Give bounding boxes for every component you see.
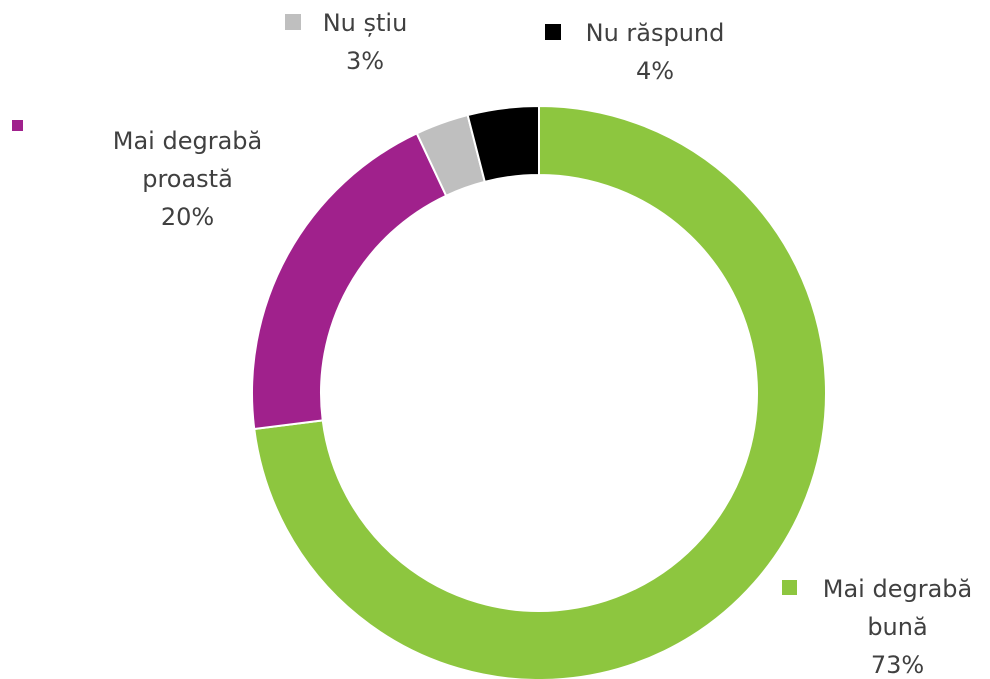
value-label: 4%	[635, 57, 675, 85]
category-name: Mai degrabă bună	[822, 575, 973, 641]
value-label: 3%	[345, 47, 385, 75]
category-name: Nu răspund	[585, 19, 725, 47]
donut-segment	[251, 131, 448, 431]
legend-marker	[285, 14, 301, 30]
legend-marker	[782, 580, 797, 595]
value-label: 73%	[870, 651, 925, 679]
category-name: Mai degrabă proastă	[112, 127, 263, 193]
data-label: Mai degrabă bună 73%	[800, 570, 990, 679]
donut-segment	[466, 104, 540, 184]
data-label: Nu răspund 4%	[565, 14, 745, 90]
legend-marker	[545, 24, 561, 40]
legend-marker	[12, 120, 23, 131]
data-label: Nu știu 3%	[305, 4, 425, 80]
value-label: 20%	[160, 203, 215, 231]
category-name: Nu știu	[322, 9, 408, 37]
data-label: Mai degrabă proastă 20%	[95, 122, 280, 236]
donut-segment	[253, 104, 827, 679]
